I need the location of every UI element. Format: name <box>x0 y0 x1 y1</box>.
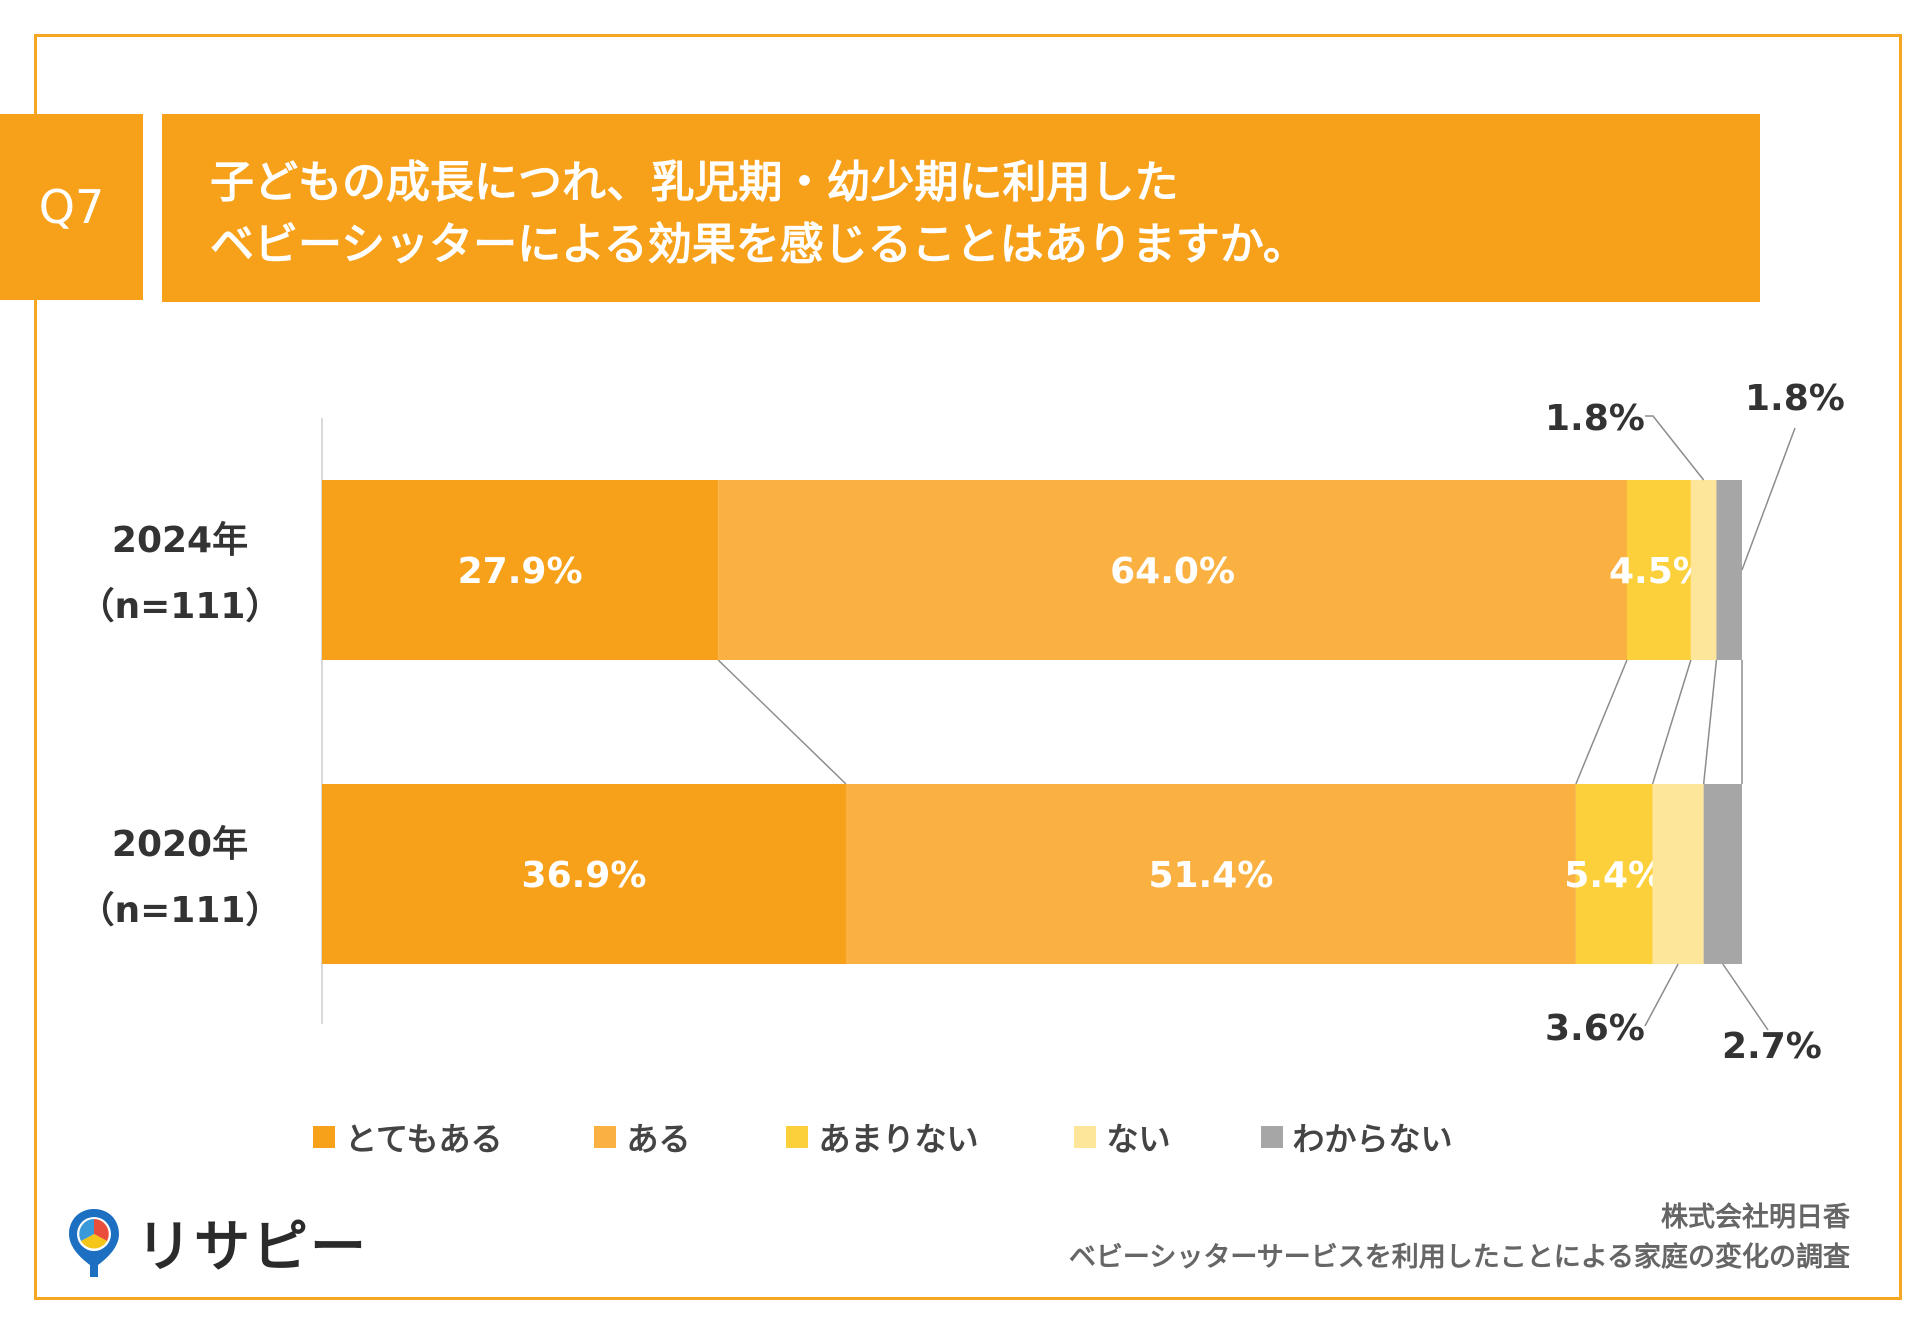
leader-line <box>1644 963 1679 1027</box>
data-label: 64.0% <box>1110 551 1235 592</box>
legend-swatch <box>594 1126 617 1148</box>
question-title-line-2: ベビーシッターによる効果を感じることはありますか。 <box>210 219 1307 270</box>
legend-item: とてもある <box>313 1114 502 1160</box>
legend-item: ある <box>594 1114 690 1160</box>
series-connector-line <box>1575 659 1628 785</box>
credit-survey: ベビーシッターサービスを利用したことによる家庭の変化の調査 <box>1068 1242 1850 1273</box>
bar-segment <box>718 480 1627 660</box>
brand-logo: リサピー <box>66 1202 368 1283</box>
data-label: 5.4% <box>1564 855 1664 896</box>
category-label: 2024年 <box>112 520 248 561</box>
series-connector-line <box>1651 659 1692 785</box>
series-connector-line <box>717 659 847 785</box>
category-label: （n=111） <box>79 890 282 931</box>
bar-segment <box>322 480 719 660</box>
legend-label: わからない <box>1292 1120 1453 1158</box>
leader-line <box>1722 963 1769 1031</box>
chart-legend: とてもある ある あまりない ない わからない <box>313 1112 1453 1162</box>
credit-company: 株式会社明日香 <box>1661 1202 1850 1233</box>
legend-label: とてもある <box>345 1120 503 1158</box>
data-label: 3.6% <box>1545 1008 1645 1049</box>
bar-segment <box>845 784 1576 964</box>
legend-swatch <box>786 1126 809 1148</box>
question-number: Q7 <box>0 114 143 300</box>
bar-segment <box>1575 784 1653 964</box>
data-label: 51.4% <box>1148 855 1273 896</box>
data-label: 27.9% <box>458 551 583 592</box>
question-title-line-1: 子どもの成長につれ、乳児期・幼少期に利用した <box>210 157 1179 208</box>
data-label: 1.8% <box>1545 398 1645 439</box>
bar-segment <box>1716 480 1742 660</box>
data-label: 2.7% <box>1722 1026 1822 1067</box>
legend-item: あまりない <box>786 1114 978 1160</box>
legend-label: ない <box>1106 1120 1171 1158</box>
logo-wordmark: リサピー <box>136 1215 368 1280</box>
legend-label: あまりない <box>818 1120 979 1158</box>
outer-frame <box>34 34 1902 1300</box>
data-label: 36.9% <box>522 855 647 896</box>
bar-segment <box>322 784 846 964</box>
question-title: 子どもの成長につれ、乳児期・幼少期に利用した ベビーシッターによる効果を感じるこ… <box>162 114 1760 302</box>
bar-segment <box>1690 480 1717 660</box>
legend-label: ある <box>626 1120 691 1158</box>
leader-line <box>1645 415 1705 481</box>
series-connector-line <box>1702 659 1718 785</box>
data-label: 1.8% <box>1745 378 1845 419</box>
legend-item: わからない <box>1260 1114 1453 1160</box>
legend-item: ない <box>1074 1114 1171 1160</box>
bar-segment <box>1703 784 1742 964</box>
category-label: 2020年 <box>112 824 248 865</box>
map-pin-pie-icon <box>69 1208 119 1277</box>
legend-swatch <box>1074 1126 1097 1148</box>
category-label: （n=111） <box>79 586 282 627</box>
source-credit: 株式会社明日香 ベビーシッターサービスを利用したことによる家庭の変化の調査 <box>1069 1198 1850 1278</box>
bar-segment <box>1626 480 1691 660</box>
bar-segment <box>1652 784 1704 964</box>
legend-swatch <box>1260 1126 1283 1148</box>
leader-line <box>1741 427 1796 571</box>
legend-swatch <box>313 1126 335 1148</box>
